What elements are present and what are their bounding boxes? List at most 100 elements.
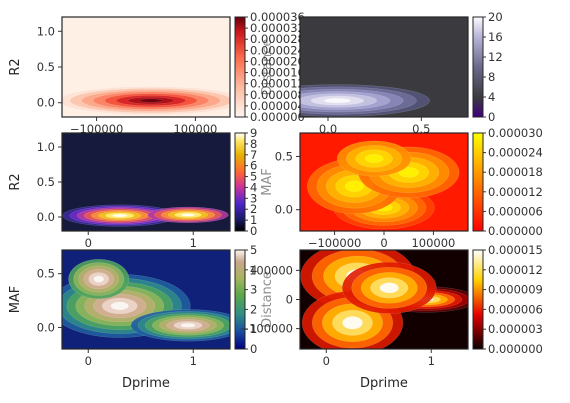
kde-contours	[62, 259, 230, 342]
colorbar-tick-label: 4	[250, 180, 257, 194]
x-tick-label: 1	[190, 236, 197, 250]
density-level-0-7	[112, 214, 128, 218]
y-tick-label: 0.0	[37, 210, 55, 224]
axes-frame	[299, 16, 469, 118]
density-level-0-7	[110, 301, 129, 311]
colorbar: 0 4 8 12 16 20	[472, 10, 503, 124]
density-level-1-7	[180, 323, 196, 328]
colorbar-tick-label: 4	[488, 90, 495, 104]
kde-contours	[62, 204, 229, 227]
colorbar-tick-label: 0.000016	[250, 66, 305, 80]
y-tick-label: 0.5	[37, 267, 55, 281]
colorbar-tick-label: 2	[250, 302, 257, 316]
x-tick-label: 0	[323, 354, 330, 368]
y-tick-label: 0.0	[37, 96, 55, 110]
colorbar-tick-label: 0.000009	[488, 283, 543, 297]
y-tick-label: 100000	[249, 263, 293, 277]
colorbar-tick-label: 0.000000	[250, 110, 305, 124]
colorbar-tick-label: 0.000024	[250, 43, 305, 57]
y-tick-label: 0.5	[275, 149, 293, 163]
y-tick-label: 0.0	[275, 203, 293, 217]
colorbar-tick-label: 0.000015	[488, 243, 543, 257]
y-tick-label: 0.5	[37, 175, 55, 189]
kde-contours	[62, 86, 230, 115]
colorbar-gradient	[472, 132, 484, 232]
colorbar-tick-label: 5	[250, 170, 257, 184]
colorbar-tick-label: 0.000012	[488, 263, 543, 277]
colorbar-tick-label: 0.000024	[488, 146, 543, 160]
x-tick-label: −100000	[308, 236, 362, 250]
colorbar-gradient	[472, 16, 484, 118]
colorbar-tick-label: 6	[250, 159, 257, 173]
colorbar-tick-label: 0.000006	[488, 302, 543, 316]
colorbar-label: Distance	[260, 39, 275, 96]
y-axis-label: R2	[8, 173, 23, 190]
density-level-0-7	[139, 98, 163, 103]
colorbar-gradient	[234, 132, 246, 232]
x-axis-label: Dprime	[122, 376, 170, 391]
colorbar-tick-label: 3	[250, 283, 257, 297]
colorbar-tick-label: 16	[488, 30, 503, 44]
density-level-2-5	[93, 275, 104, 283]
density-level-1-4	[344, 180, 364, 192]
colorbar-tick-label: 0.000020	[250, 54, 305, 68]
panel-maf-vs-distance-autumn: −100000 0 1000000.00.50.0000000.0000060.00…	[275, 126, 543, 250]
colorbar-tick-label: 0.000018	[488, 165, 543, 179]
colorbar-tick-label: 0.000008	[250, 88, 305, 102]
colorbar-tick-label: 0	[250, 224, 257, 238]
colorbar-tick-label: 0.000003	[488, 322, 543, 336]
colorbar-tick-label: 8	[488, 70, 495, 84]
colorbar-tick-label: 12	[488, 50, 503, 64]
colorbar-tick-label: 1	[250, 213, 257, 227]
x-tick-label: 0	[380, 236, 387, 250]
y-tick-label: 0.0	[37, 320, 55, 334]
colorbar-tick-label: 3	[250, 191, 257, 205]
panel-r2-vs-distance: −100000 1000000.00.51.0R20.0000000.000004…	[8, 10, 305, 136]
kde-contours	[307, 140, 460, 230]
colorbar-tick-label: 1	[250, 322, 257, 336]
x-axis-label: Dprime	[360, 376, 408, 391]
colorbar-tick-label: 0.000004	[250, 99, 305, 113]
colorbar-tick-label: 20	[488, 10, 503, 24]
x-tick-label: 1	[428, 354, 435, 368]
colorbar-tick-label: 0.000028	[250, 32, 305, 46]
colorbar-gradient	[234, 16, 246, 118]
y-tick-label: 1.0	[37, 24, 55, 38]
x-tick-label: 0	[85, 236, 92, 250]
colorbar-tick-label: 0.000032	[250, 21, 305, 35]
density-level-0-6	[323, 98, 351, 104]
colorbar-tick-label: 0	[250, 342, 257, 356]
panel-distance-vs-dprime-hot: 0 1−1000000100000Dprime0.0000000.0000030.…	[239, 243, 542, 391]
colorbar-tick-label: 4	[250, 263, 257, 277]
density-level-1-5	[181, 213, 195, 217]
colorbar-gradient	[234, 249, 246, 350]
colorbar-tick-label: 7	[250, 148, 257, 162]
x-tick-label: 0	[85, 354, 92, 368]
colorbar-tick-label: 0	[488, 110, 495, 124]
kde-contours	[300, 84, 430, 117]
y-tick-label: −100000	[239, 322, 293, 336]
colorbar-tick-label: 5	[250, 243, 257, 257]
colorbar-tick-label: 8	[250, 137, 257, 151]
colorbar-tick-label: 0.000030	[488, 126, 543, 140]
colorbar-tick-label: 0.000000	[488, 224, 543, 238]
colorbar-gradient	[472, 249, 484, 350]
y-axis-label: R2	[8, 58, 23, 75]
colorbar: 0.000000 0.000003 0.000006 0.000009 0.000012…	[472, 243, 543, 356]
y-tick-label: 0.5	[37, 60, 55, 74]
colorbar-tick-label: 9	[250, 126, 257, 140]
colorbar-label: Distance	[260, 271, 275, 328]
density-level-2-4	[342, 316, 363, 330]
colorbar-tick-label: 0.000012	[250, 77, 305, 91]
colorbar: 0.000000 0.000006 0.000012 0.000018 0.000024…	[472, 126, 543, 238]
colorbar-label: MAF	[260, 168, 275, 196]
y-axis-label: MAF	[8, 286, 23, 314]
colorbar-tick-label: 0.000000	[488, 342, 543, 356]
x-tick-label: 1	[190, 354, 197, 368]
